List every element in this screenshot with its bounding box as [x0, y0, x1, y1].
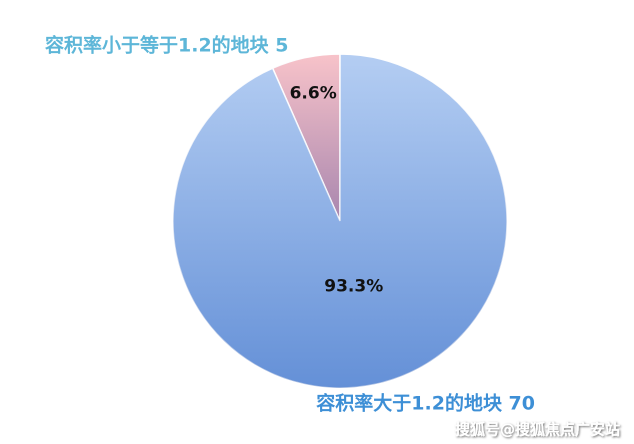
watermark: 搜狐号@搜狐焦点广安站 — [455, 421, 620, 439]
value-label: 93.3% — [324, 276, 383, 296]
value-label: 6.6% — [290, 84, 337, 104]
slice-shade — [272, 54, 340, 221]
slice-shade — [173, 54, 508, 388]
pie — [172, 53, 508, 389]
category-label: 容积率大于1.2的地块 70 — [316, 392, 535, 415]
category-label: 容积率小于等于1.2的地块 5 — [45, 34, 289, 57]
